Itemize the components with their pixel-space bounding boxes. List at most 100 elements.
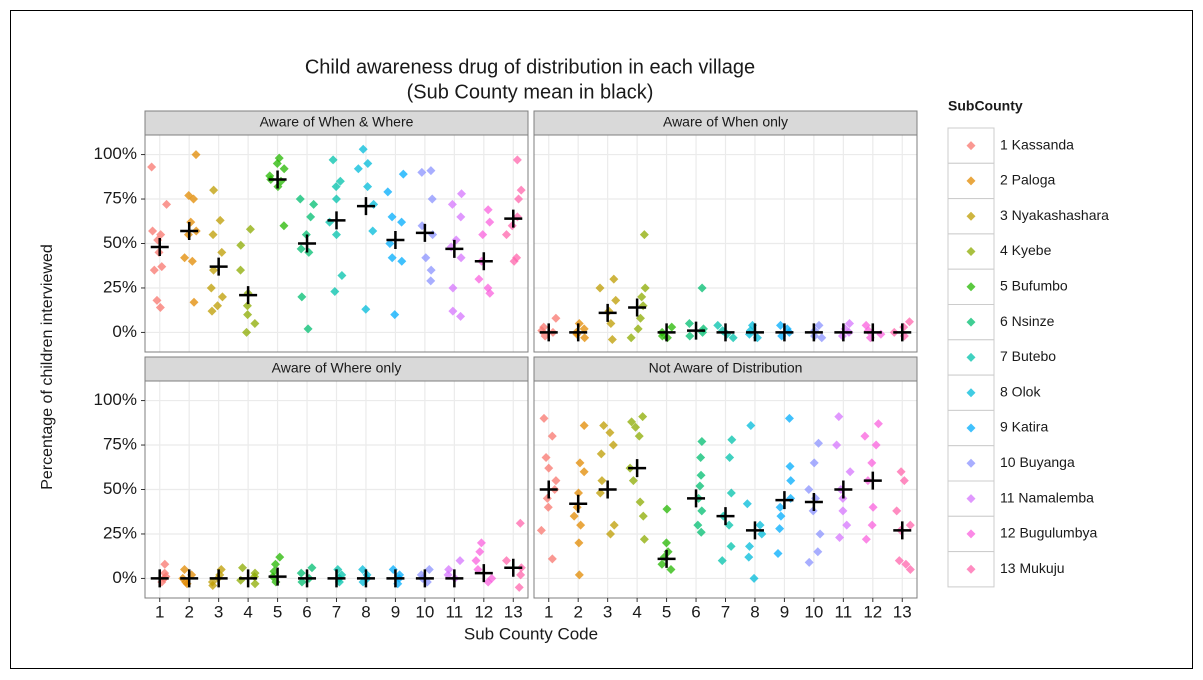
village-point (904, 317, 914, 327)
village-point (297, 577, 307, 587)
village-point (448, 306, 458, 316)
village-point (208, 230, 218, 240)
x-tick-label: 5 (273, 602, 282, 621)
village-point (353, 164, 363, 174)
village-point (727, 435, 737, 445)
village-point (860, 431, 870, 441)
legend-marker (966, 494, 976, 504)
village-point (905, 565, 915, 575)
mean-cross (386, 230, 405, 249)
mean-cross (504, 209, 523, 228)
village-point (579, 467, 589, 477)
village-point (215, 215, 225, 225)
village-point (892, 506, 902, 516)
village-point (152, 295, 162, 305)
village-point (207, 306, 217, 316)
village-point (245, 224, 255, 234)
village-point (456, 311, 466, 321)
facet-title: Aware of When only (663, 114, 788, 130)
legend-label: 4 Kyebe (1000, 242, 1052, 258)
village-point (335, 176, 345, 186)
village-point (551, 476, 561, 486)
mean-cross (356, 197, 375, 216)
village-point (861, 534, 871, 544)
village-point (697, 436, 707, 446)
legend-marker (966, 141, 976, 151)
y-tick-label: 25% (103, 523, 137, 542)
village-point (834, 412, 844, 422)
village-point (697, 283, 707, 293)
legend-label: 6 Nsinze (1000, 313, 1055, 329)
village-point (426, 166, 436, 176)
y-tick-label: 75% (103, 189, 137, 208)
village-point (515, 518, 525, 528)
village-point (628, 476, 638, 486)
village-point (639, 534, 649, 544)
village-point (871, 440, 881, 450)
village-point (368, 226, 378, 236)
mean-cross (804, 492, 823, 511)
village-point (579, 324, 589, 334)
village-point (749, 573, 759, 583)
mean-cross (445, 569, 464, 588)
mean-cross (598, 480, 617, 499)
mean-cross (893, 323, 912, 342)
facet-title: Aware of When & Where (260, 114, 414, 130)
village-point (639, 230, 649, 240)
village-point (746, 420, 756, 430)
village-point (455, 556, 465, 566)
mean-cross (628, 459, 647, 478)
panel-border (533, 134, 918, 353)
village-point (387, 253, 397, 263)
village-point (894, 556, 904, 566)
village-point (149, 265, 159, 275)
village-point (398, 169, 408, 179)
village-point (757, 529, 767, 539)
village-point (502, 556, 512, 566)
x-tick-label: 3 (603, 602, 612, 621)
village-point (516, 570, 526, 580)
legend-marker (966, 458, 976, 468)
village-point (726, 488, 736, 498)
village-point (337, 271, 347, 281)
legend-marker (966, 529, 976, 539)
x-tick-label: 7 (332, 602, 341, 621)
legend-label: 11 Namalemba (1000, 489, 1094, 505)
x-tick-label: 13 (504, 602, 523, 621)
village-point (306, 212, 316, 222)
x-tick-label: 9 (391, 602, 400, 621)
village-point (456, 189, 466, 199)
village-point (575, 458, 585, 468)
village-point (637, 292, 647, 302)
village-point (838, 506, 848, 516)
village-point (478, 230, 488, 240)
mean-cross (687, 321, 706, 340)
legend-marker (966, 211, 976, 221)
mean-cross (539, 323, 558, 342)
village-point (635, 497, 645, 507)
x-tick-label: 2 (573, 602, 582, 621)
village-point (713, 320, 723, 330)
village-point (726, 541, 736, 551)
legend-label: 12 Bugulumbya (1000, 525, 1098, 541)
village-point (873, 419, 883, 429)
mean-cross (657, 323, 676, 342)
mean-cross (327, 569, 346, 588)
village-point (728, 333, 738, 343)
village-point (485, 288, 495, 298)
legend-title: SubCounty (948, 98, 1023, 114)
village-point (611, 295, 621, 305)
x-tick-label: 12 (474, 602, 493, 621)
mean-cross (893, 521, 912, 540)
village-point (328, 155, 338, 165)
mean-cross (268, 170, 287, 189)
village-point (544, 463, 554, 473)
mean-cross (298, 569, 317, 588)
x-tick-label: 3 (214, 602, 223, 621)
x-tick-label: 4 (243, 602, 252, 621)
legend-label: 8 Olok (1000, 383, 1041, 399)
village-point (832, 440, 842, 450)
x-tick-label: 12 (863, 602, 882, 621)
y-tick-label: 50% (103, 233, 137, 252)
village-point (471, 556, 481, 566)
